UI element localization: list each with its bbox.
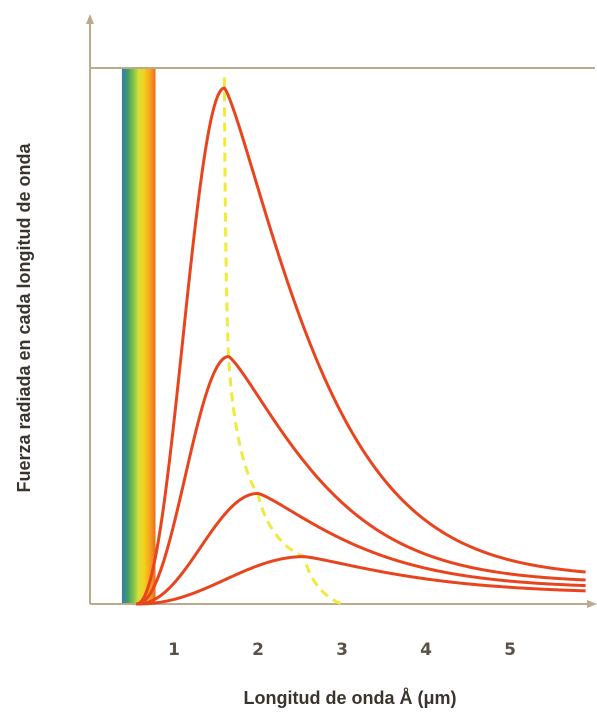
- radiation-curve-2: [136, 355, 586, 606]
- visible-spectrum-layer: [121, 68, 156, 604]
- x-tick-label: 1: [168, 640, 180, 660]
- visible-spectrum-band: [121, 68, 156, 604]
- x-tick-label: 4: [420, 640, 432, 660]
- y-axis-arrow: [86, 14, 94, 24]
- axes: [86, 14, 597, 608]
- x-tick-labels: 1 2 3 4 5: [168, 640, 516, 660]
- x-axis-label: Longitud de onda Å (μm): [244, 688, 457, 708]
- x-tick-label: 5: [504, 640, 516, 660]
- x-axis-arrow: [587, 600, 597, 608]
- radiation-curve-1: [135, 86, 586, 606]
- radiation-curve-3: [136, 491, 586, 606]
- wien-peak-dashed-curve: [222, 77, 343, 606]
- wien-peak-curve-layer: [222, 77, 343, 606]
- radiation-curve-4: [136, 555, 586, 606]
- x-tick-label: 2: [252, 640, 264, 660]
- x-tick-label: 3: [336, 640, 348, 660]
- y-axis-label: Fuerza radiada en cada longitud de onda: [14, 142, 34, 492]
- radiation-curves-layer: [135, 86, 586, 606]
